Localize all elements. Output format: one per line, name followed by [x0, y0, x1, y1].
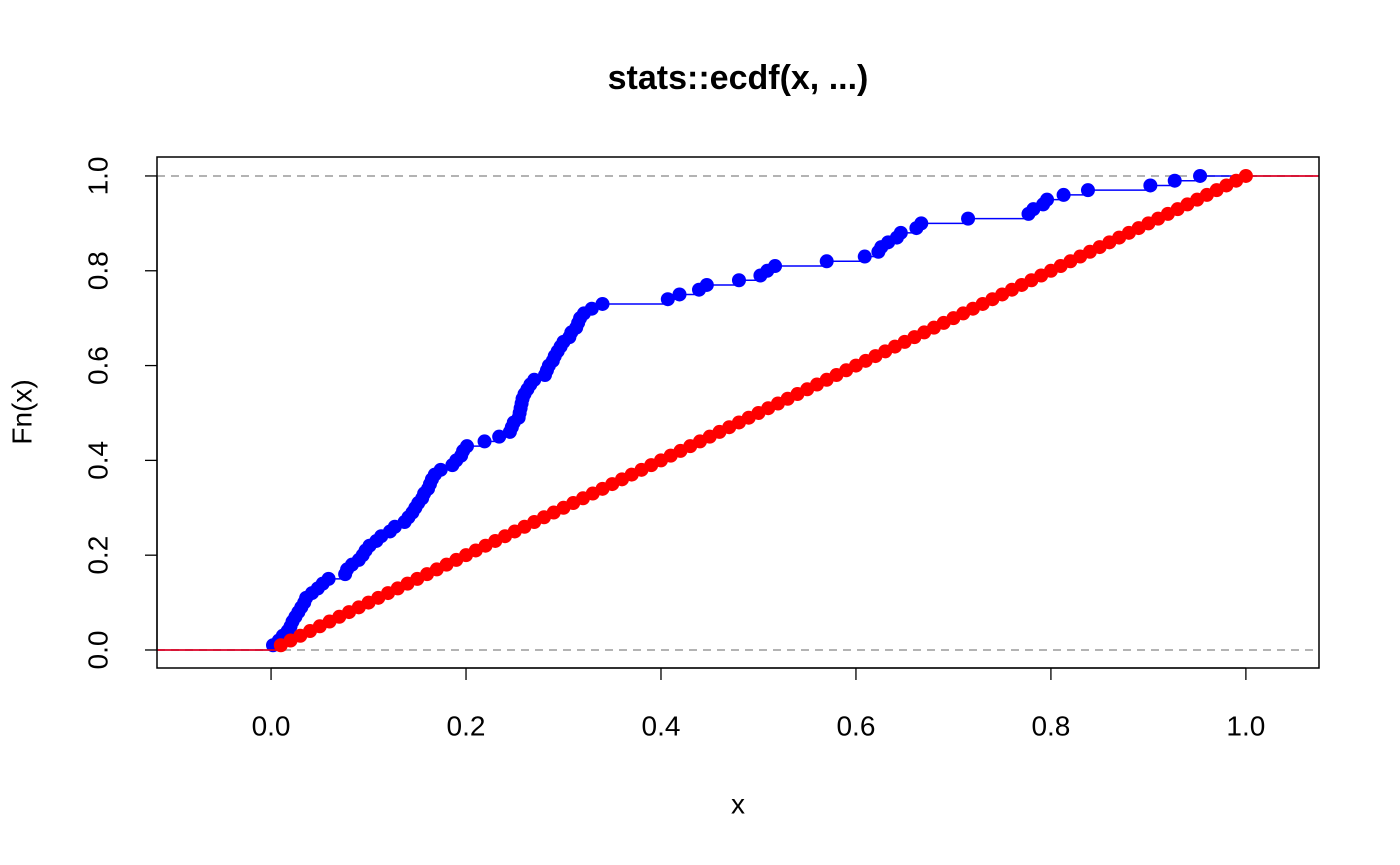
- point: [321, 571, 336, 586]
- chart-title: stats::ecdf(x, ...): [608, 59, 869, 97]
- point: [819, 254, 834, 269]
- point: [857, 249, 872, 264]
- point: [893, 225, 908, 240]
- point: [1143, 178, 1158, 193]
- y-tick-label: 0.0: [82, 631, 113, 670]
- point: [459, 439, 474, 454]
- point: [672, 287, 687, 302]
- point: [1167, 173, 1182, 188]
- point: [660, 292, 675, 307]
- point: [1056, 187, 1071, 202]
- y-tick-label: 1.0: [82, 156, 113, 195]
- x-tick-label: 1.0: [1226, 710, 1265, 741]
- x-axis-label: x: [731, 788, 745, 819]
- point: [477, 434, 492, 449]
- y-tick-label: 0.2: [82, 536, 113, 575]
- y-axis-label: Fn(x): [6, 379, 37, 444]
- point: [699, 277, 714, 292]
- x-tick-label: 0.6: [836, 710, 875, 741]
- point: [584, 301, 599, 316]
- x-tick-label: 0.2: [447, 710, 486, 741]
- plot-frame: [156, 156, 1320, 669]
- y-tick-label: 0.6: [82, 346, 113, 385]
- y-tick-label: 0.4: [82, 441, 113, 480]
- point: [768, 259, 783, 274]
- point: [914, 216, 929, 231]
- point: [1080, 183, 1095, 198]
- point: [595, 296, 610, 311]
- x-tick-label: 0.0: [252, 710, 291, 741]
- point: [433, 462, 448, 477]
- x-tick-label: 0.8: [1031, 710, 1070, 741]
- point: [1193, 168, 1208, 183]
- point: [527, 372, 542, 387]
- point: [492, 429, 507, 444]
- x-tick-label: 0.4: [642, 710, 681, 741]
- point: [1238, 168, 1253, 183]
- point: [731, 273, 746, 288]
- point: [1040, 192, 1055, 207]
- point: [961, 211, 976, 226]
- y-tick-label: 0.8: [82, 251, 113, 290]
